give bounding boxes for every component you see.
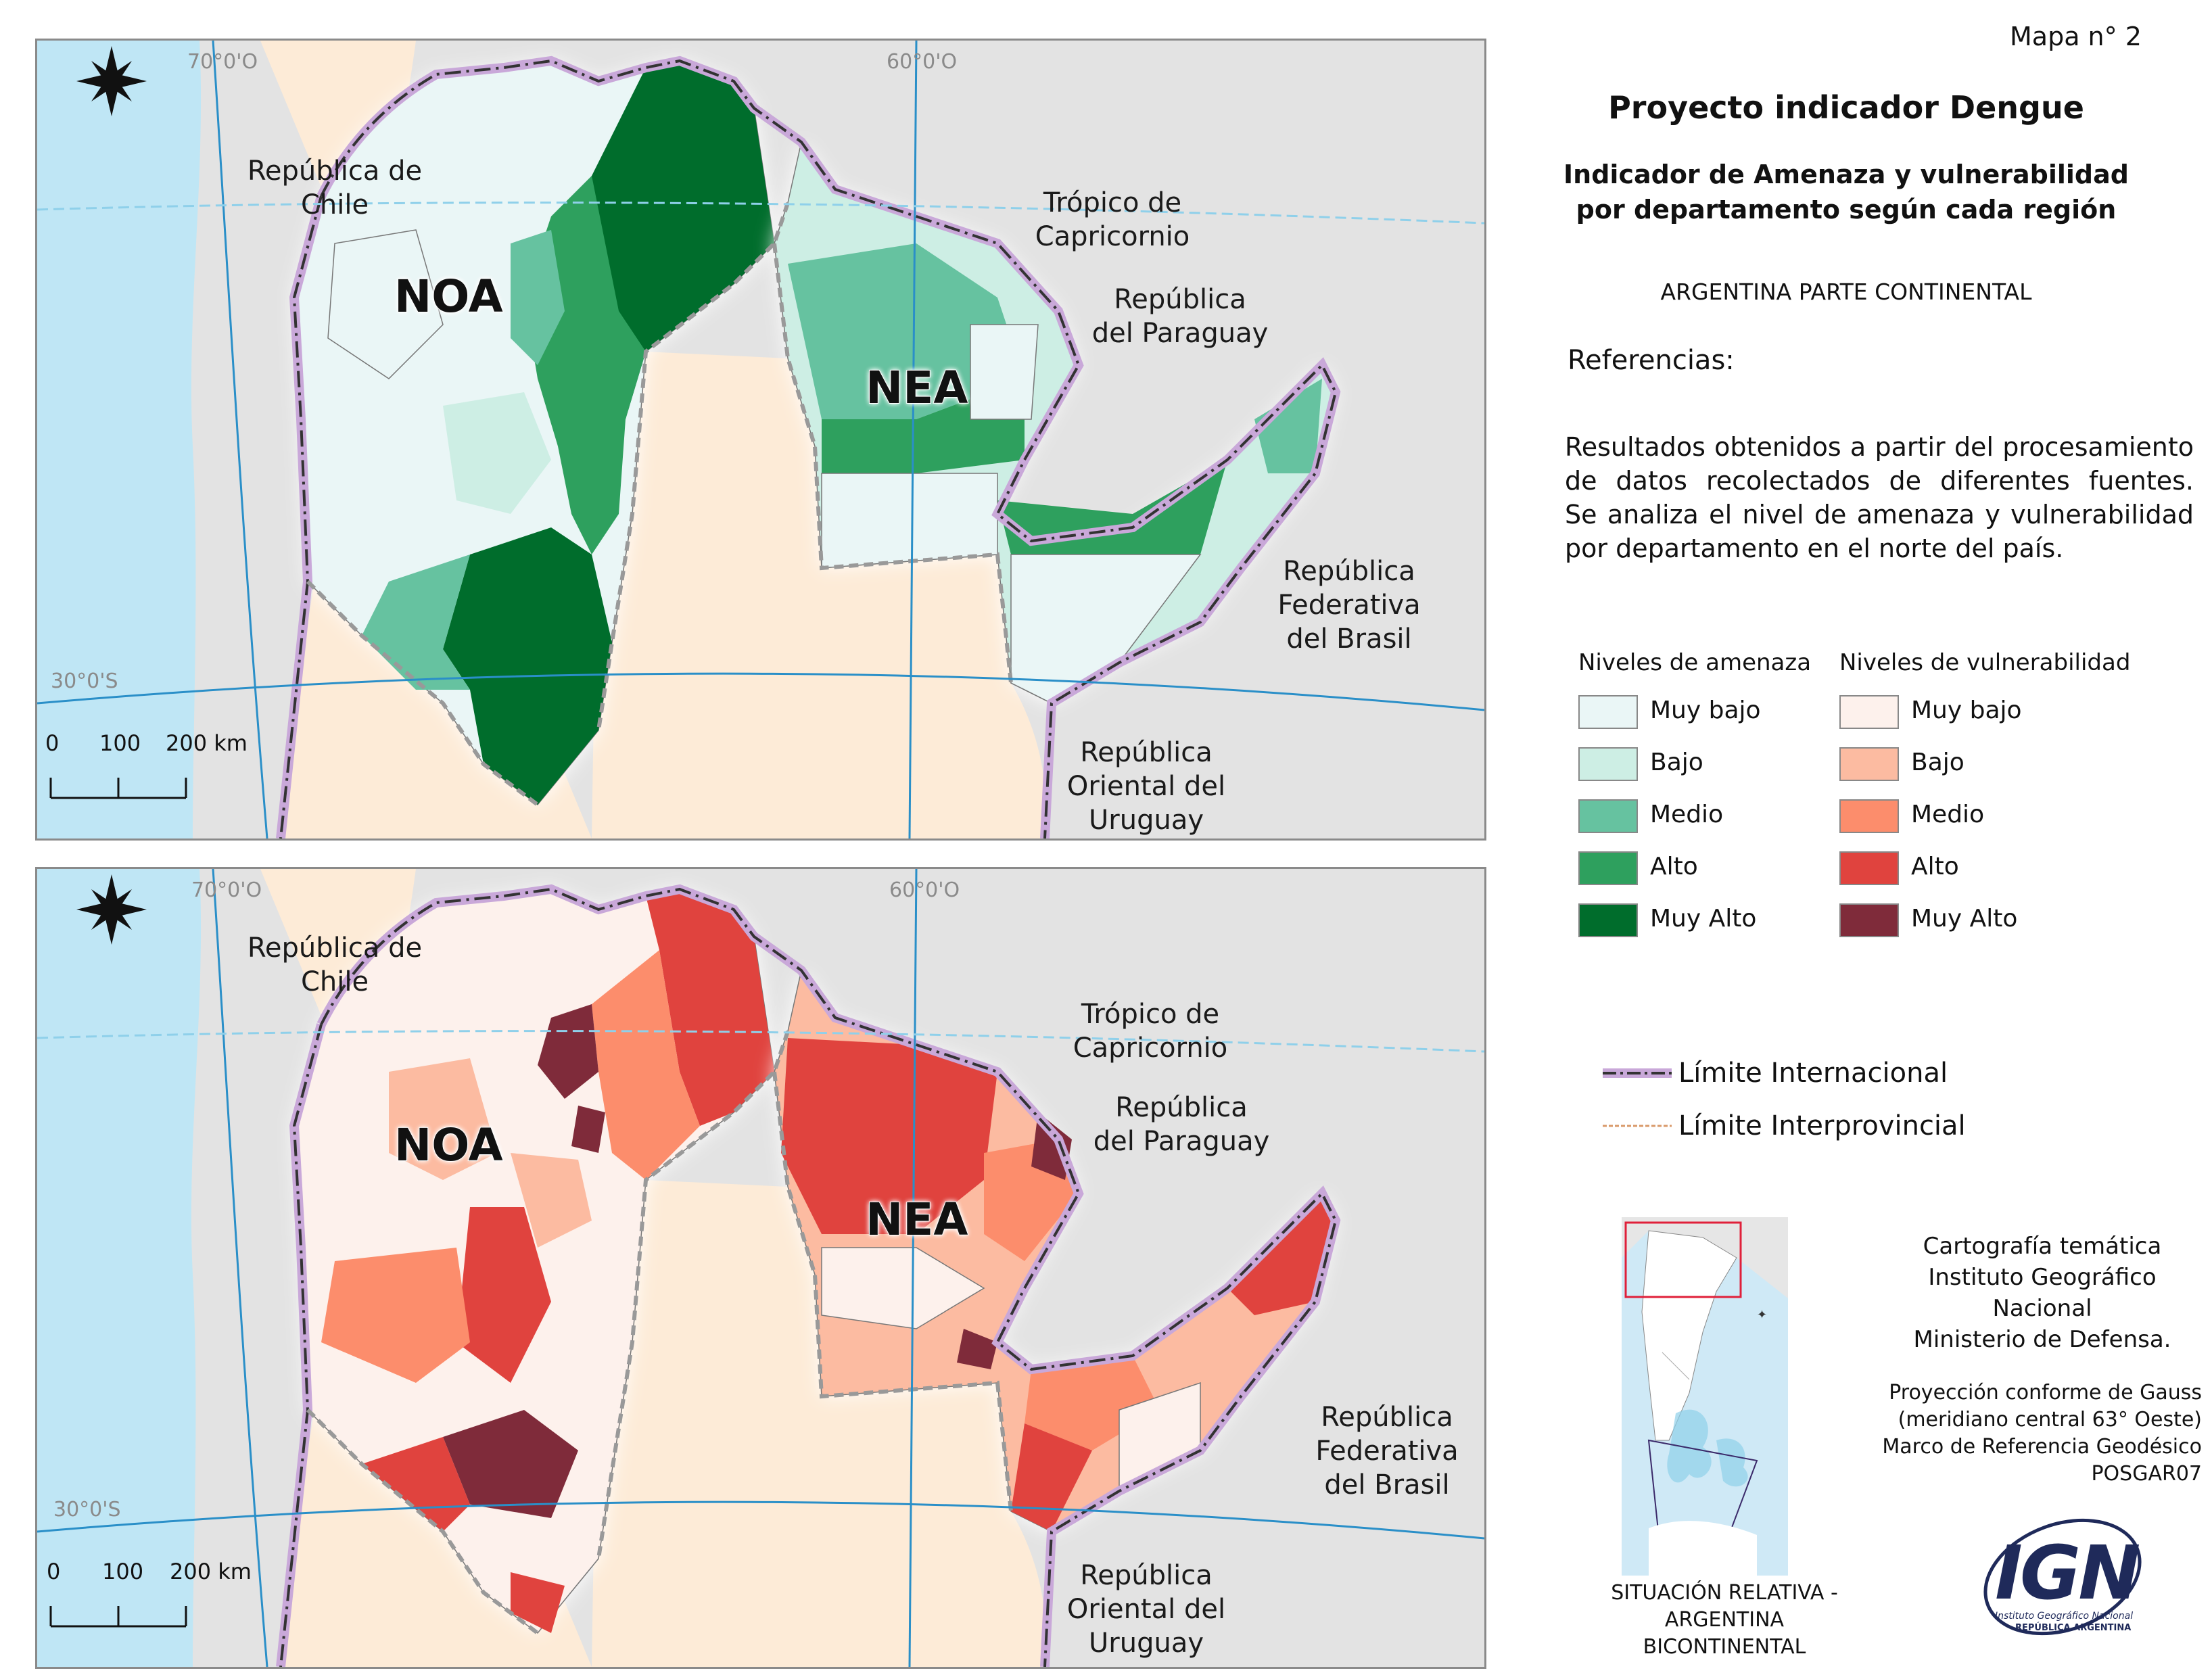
- label-lat30: 30°0'S: [51, 669, 118, 693]
- legend-threat-label-alto: Alto: [1650, 853, 1698, 880]
- scale-label-100: 100: [99, 730, 141, 756]
- vulnerability-map: 70°0'O 60°0'O 30°0'S República de Chile T…: [35, 867, 1486, 1669]
- map-number: Mapa n° 2: [2010, 22, 2142, 51]
- label-noa: NOA: [394, 1118, 504, 1172]
- north-arrow-icon: [76, 46, 147, 116]
- tropic-line: [37, 202, 1484, 225]
- label-nea: NEA: [865, 361, 968, 415]
- legend-threat-title: Niveles de amenaza: [1578, 649, 1812, 676]
- label-paraguay: República del Paraguay: [1091, 284, 1269, 349]
- label-lon70: 70°0'O: [187, 50, 258, 74]
- threat-map-canvas: [37, 41, 1484, 839]
- legend-vuln-swatch-alto: [1839, 851, 1899, 885]
- scale-bar: [49, 1606, 187, 1628]
- label-uruguay: República Oriental del Uruguay: [1066, 737, 1226, 836]
- ign-logo-text: IGN: [1995, 1530, 2140, 1616]
- parallel-30: [37, 672, 1484, 711]
- legend-prov-boundary-symbol: [1603, 1125, 1672, 1127]
- scale-label-200: 200 km: [166, 730, 248, 756]
- label-brasil: República Federativa del Brasil: [1315, 1402, 1459, 1501]
- legend-intl-boundary-label: Límite Internacional: [1678, 1058, 1948, 1089]
- legend-vuln-swatch-bajo: [1839, 747, 1899, 781]
- north-arrow-icon: [76, 874, 147, 945]
- inset-map: ✦: [1622, 1217, 1788, 1576]
- scale-label-200: 200 km: [170, 1559, 252, 1584]
- legend-threat-swatch-medio: [1578, 799, 1638, 833]
- scale-label-100: 100: [102, 1559, 144, 1584]
- legend-vuln-swatch-medio: [1839, 799, 1899, 833]
- legend-vuln-label-muy-bajo: Muy bajo: [1911, 696, 2022, 724]
- legend-threat-label-bajo: Bajo: [1650, 749, 1703, 776]
- label-lon70: 70°0'O: [191, 878, 262, 902]
- ign-logo-sub1: Instituto Geográfico Nacional: [1995, 1611, 2134, 1622]
- legend-vuln-label-alto: Alto: [1911, 853, 1959, 880]
- scale-label-0: 0: [45, 730, 60, 756]
- label-chile: República de Chile: [247, 932, 423, 997]
- legend-threat-label-muy-alto: Muy Alto: [1650, 905, 1757, 932]
- svg-text:✦: ✦: [1757, 1308, 1767, 1322]
- legend-threat-swatch-bajo: [1578, 747, 1638, 781]
- legend-threat-swatch-muy-alto: [1578, 903, 1638, 937]
- label-lon60: 60°0'O: [887, 50, 958, 74]
- legend-vuln-title: Niveles de vulnerabilidad: [1839, 649, 2131, 676]
- noa-threat-fill: [293, 60, 775, 806]
- label-brasil: República Federativa del Brasil: [1277, 556, 1421, 655]
- legend-threat-label-medio: Medio: [1650, 801, 1724, 828]
- ign-logo: IGN Instituto Geográfico Nacional REPÚBL…: [1968, 1509, 2150, 1645]
- label-chile: República de Chile: [247, 156, 423, 220]
- legend-vuln-label-muy-alto: Muy Alto: [1911, 905, 2018, 932]
- legend-vuln-swatch-muy-bajo: [1839, 695, 1899, 729]
- label-tropic: Trópico de Capricornio: [1035, 187, 1190, 252]
- label-tropic: Trópico de Capricornio: [1073, 999, 1228, 1064]
- legend-threat-label-muy-bajo: Muy bajo: [1650, 696, 1761, 724]
- ign-logo-sub2: REPÚBLICA ARGENTINA: [2015, 1623, 2132, 1633]
- references-heading: Referencias:: [1568, 345, 1735, 376]
- threat-map: 70°0'O 60°0'O 30°0'S República de Chile T…: [35, 39, 1486, 841]
- page-subtitle: Indicador de Amenaza y vulnerabilidad por…: [1563, 160, 2129, 225]
- scale-bar: [49, 778, 187, 799]
- legend-prov-boundary-label: Límite Interprovincial: [1678, 1110, 1966, 1141]
- label-nea: NEA: [865, 1193, 968, 1246]
- label-lat30: 30°0'S: [53, 1498, 121, 1521]
- legend-intl-boundary-symbol: [1603, 1068, 1672, 1078]
- legend-vuln-swatch-muy-alto: [1839, 903, 1899, 937]
- scale-label-0: 0: [47, 1559, 61, 1584]
- vulnerability-map-canvas: [37, 869, 1484, 1667]
- inset-caption: SITUACIÓN RELATIVA - ARGENTINA BICONTINENT…: [1611, 1581, 1838, 1659]
- references-description: Resultados obtenidos a partir del proces…: [1565, 432, 2194, 563]
- projection-info: Proyección conforme de Gauss (meridiano c…: [1882, 1381, 2202, 1486]
- legend-threat-swatch-alto: [1578, 851, 1638, 885]
- legend-vuln-label-medio: Medio: [1911, 801, 1985, 828]
- credits: Cartografía temática Instituto Geográfico…: [1913, 1233, 2171, 1353]
- legend-vuln-label-bajo: Bajo: [1911, 749, 1964, 776]
- page-title: Proyecto indicador Dengue: [1608, 89, 2084, 126]
- meridian-70: [212, 41, 268, 839]
- label-paraguay: República del Paraguay: [1093, 1092, 1270, 1157]
- meridian-60: [908, 41, 918, 839]
- label-lon60: 60°0'O: [889, 878, 960, 902]
- legend-threat-swatch-muy-bajo: [1578, 695, 1638, 729]
- scope-label: ARGENTINA PARTE CONTINENTAL: [1660, 279, 2032, 305]
- label-uruguay: República Oriental del Uruguay: [1066, 1560, 1226, 1659]
- label-noa: NOA: [394, 270, 504, 323]
